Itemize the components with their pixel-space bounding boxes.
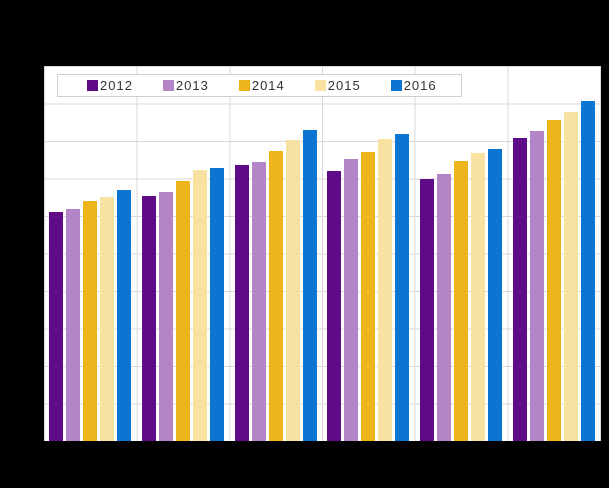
- gridlines: [44, 66, 600, 441]
- bar-2014[interactable]: [454, 160, 469, 441]
- bar-group: [137, 66, 230, 441]
- bar-2015[interactable]: [285, 140, 300, 441]
- bar-2016[interactable]: [117, 190, 132, 441]
- bar-group: [229, 66, 322, 441]
- bar-group: [322, 66, 415, 441]
- bar-2014[interactable]: [361, 151, 376, 441]
- legend: 2012 2013 2014 2015 2016: [57, 74, 462, 97]
- bar-2012[interactable]: [512, 137, 527, 441]
- legend-swatch-icon: [314, 80, 326, 91]
- bar-group: [507, 66, 600, 441]
- legend-label: 2016: [403, 78, 437, 93]
- bar-2015[interactable]: [193, 169, 207, 441]
- bar-2015[interactable]: [563, 112, 578, 441]
- bar-2013[interactable]: [251, 162, 266, 441]
- legend-item-2015[interactable]: 2015: [314, 78, 361, 93]
- bar-2012[interactable]: [420, 179, 435, 441]
- legend-swatch-icon: [238, 80, 250, 91]
- bar-2016[interactable]: [210, 167, 224, 441]
- bar-2012[interactable]: [327, 170, 342, 441]
- legend-item-2016[interactable]: 2016: [390, 78, 437, 93]
- legend-label: 2014: [251, 78, 285, 93]
- bar-2013[interactable]: [66, 208, 81, 441]
- bar-2014[interactable]: [546, 120, 561, 441]
- bar-2015[interactable]: [100, 196, 115, 441]
- bar-2014[interactable]: [176, 181, 190, 441]
- bar-2015[interactable]: [378, 139, 393, 441]
- legend-item-2014[interactable]: 2014: [238, 78, 285, 93]
- legend-item-2012[interactable]: 2012: [87, 78, 133, 93]
- legend-swatch-icon: [87, 80, 98, 91]
- legend-label: 2013: [175, 78, 209, 93]
- bar-2014[interactable]: [83, 201, 98, 441]
- bar-2013[interactable]: [159, 192, 173, 441]
- bar-2012[interactable]: [49, 211, 64, 441]
- bar-2014[interactable]: [268, 150, 283, 441]
- legend-swatch-icon: [390, 80, 402, 91]
- bar-2013[interactable]: [344, 158, 359, 441]
- legend-item-2013[interactable]: 2013: [162, 78, 209, 93]
- bars-layer: [44, 66, 600, 441]
- bar-2016[interactable]: [395, 133, 410, 441]
- bar-2012[interactable]: [234, 165, 249, 441]
- bar-group: [44, 66, 137, 441]
- bar-2012[interactable]: [142, 196, 156, 441]
- bar-2013[interactable]: [437, 173, 452, 441]
- bar-group: [415, 66, 508, 441]
- legend-label: 2015: [327, 78, 361, 93]
- legend-label: 2012: [100, 78, 133, 93]
- bar-2015[interactable]: [471, 152, 486, 441]
- legend-swatch-icon: [162, 80, 174, 91]
- bar-2013[interactable]: [529, 130, 544, 441]
- bar-2016[interactable]: [302, 130, 317, 441]
- bar-2016[interactable]: [580, 100, 595, 441]
- bar-2016[interactable]: [488, 148, 503, 441]
- chart-plot-area: 2012 2013 2014 2015 2016: [44, 66, 601, 441]
